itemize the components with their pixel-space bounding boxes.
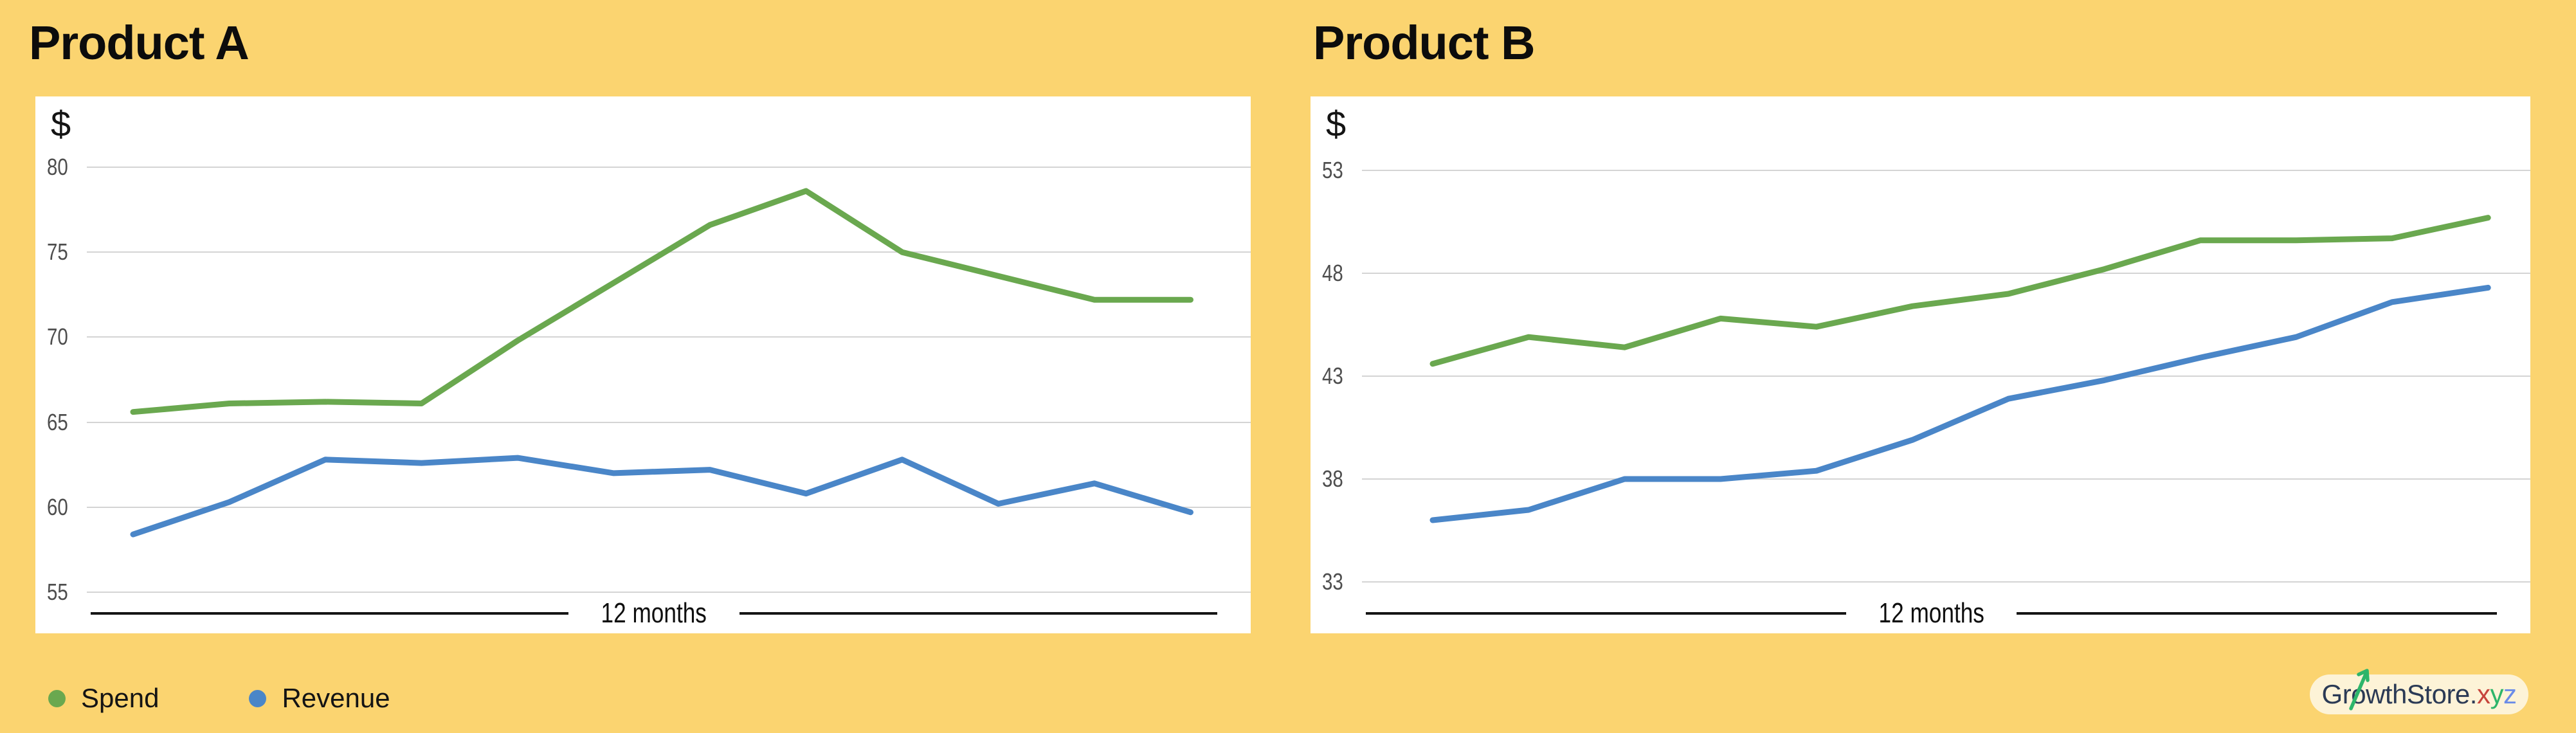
legend-item-spend: Spend bbox=[48, 683, 159, 714]
y-tick-label-55: 55 bbox=[47, 579, 68, 605]
product-a-plot bbox=[130, 188, 1193, 538]
chart-b-x-axis-label: 12 months bbox=[1878, 597, 1984, 629]
logo-dot: . bbox=[2469, 679, 2478, 709]
gridline-y-70 bbox=[87, 336, 1251, 338]
gridline-y-48 bbox=[1362, 273, 2530, 274]
chart-a-x-axis: 12 months bbox=[91, 597, 1217, 629]
legend-label-revenue: Revenue bbox=[282, 683, 390, 713]
y-tick-label-75: 75 bbox=[47, 239, 68, 266]
x-axis-line bbox=[91, 612, 569, 615]
chart-b-y-unit-label: $ bbox=[1326, 104, 1347, 144]
gridline-y-55 bbox=[87, 592, 1251, 593]
chart-a-title: Product A bbox=[29, 16, 249, 69]
gridline-y-65 bbox=[87, 421, 1251, 423]
chart-a-y-unit-label: $ bbox=[51, 104, 71, 144]
chart-a-panel: $ 12 months 80 75 70 65 60 55 bbox=[35, 96, 1251, 633]
gridline-y-38 bbox=[1362, 478, 2530, 480]
line-revenue bbox=[130, 455, 1193, 538]
logo-tld-x: x bbox=[2476, 679, 2490, 709]
y-tick-label-38: 38 bbox=[1322, 466, 1343, 492]
growthstore-logo-text: Gro wthStore.xyz bbox=[2321, 669, 2517, 710]
growth-arrow-icon bbox=[2349, 669, 2370, 710]
revenue-color-dot-icon bbox=[249, 689, 267, 707]
y-tick-label-33: 33 bbox=[1322, 568, 1343, 595]
y-tick-label-65: 65 bbox=[47, 408, 68, 435]
gridline-y-53 bbox=[1362, 170, 2530, 171]
logo-prefix: Gr bbox=[2321, 679, 2352, 709]
line-spend bbox=[1429, 215, 2491, 367]
chart-b-panel: $ 12 months 53 48 43 38 33 bbox=[1311, 96, 2530, 633]
gridline-y-60 bbox=[87, 506, 1251, 508]
logo-letter-o: o bbox=[2349, 669, 2370, 710]
spend-color-dot-icon bbox=[48, 689, 66, 707]
line-spend bbox=[130, 188, 1193, 415]
legend: Spend Revenue bbox=[48, 683, 390, 714]
x-axis-line bbox=[739, 612, 1217, 615]
y-tick-label-80: 80 bbox=[47, 154, 68, 180]
gridline-y-43 bbox=[1362, 376, 2530, 377]
chart-a-x-axis-label: 12 months bbox=[601, 597, 707, 629]
chart-b-x-axis: 12 months bbox=[1366, 597, 2497, 629]
gridline-y-80 bbox=[87, 167, 1251, 168]
legend-item-revenue: Revenue bbox=[249, 683, 390, 714]
legend-label-spend: Spend bbox=[81, 683, 159, 713]
logo-tld-y: y bbox=[2490, 679, 2503, 709]
logo-tld-z: z bbox=[2503, 679, 2517, 709]
gridline-y-33 bbox=[1362, 581, 2530, 583]
y-tick-label-70: 70 bbox=[47, 323, 68, 350]
y-tick-label-53: 53 bbox=[1322, 157, 1343, 183]
logo-rest: wthStore bbox=[2366, 679, 2470, 709]
x-axis-line bbox=[2017, 612, 2497, 615]
y-tick-label-60: 60 bbox=[47, 493, 68, 520]
growthstore-logo: Gro wthStore.xyz bbox=[2310, 669, 2528, 714]
line-revenue bbox=[1429, 284, 2491, 523]
product-b-plot bbox=[1429, 215, 2491, 523]
chart-b-title: Product B bbox=[1313, 16, 1536, 69]
y-tick-label-43: 43 bbox=[1322, 363, 1343, 389]
y-tick-label-48: 48 bbox=[1322, 260, 1343, 286]
x-axis-line bbox=[1366, 612, 1846, 615]
